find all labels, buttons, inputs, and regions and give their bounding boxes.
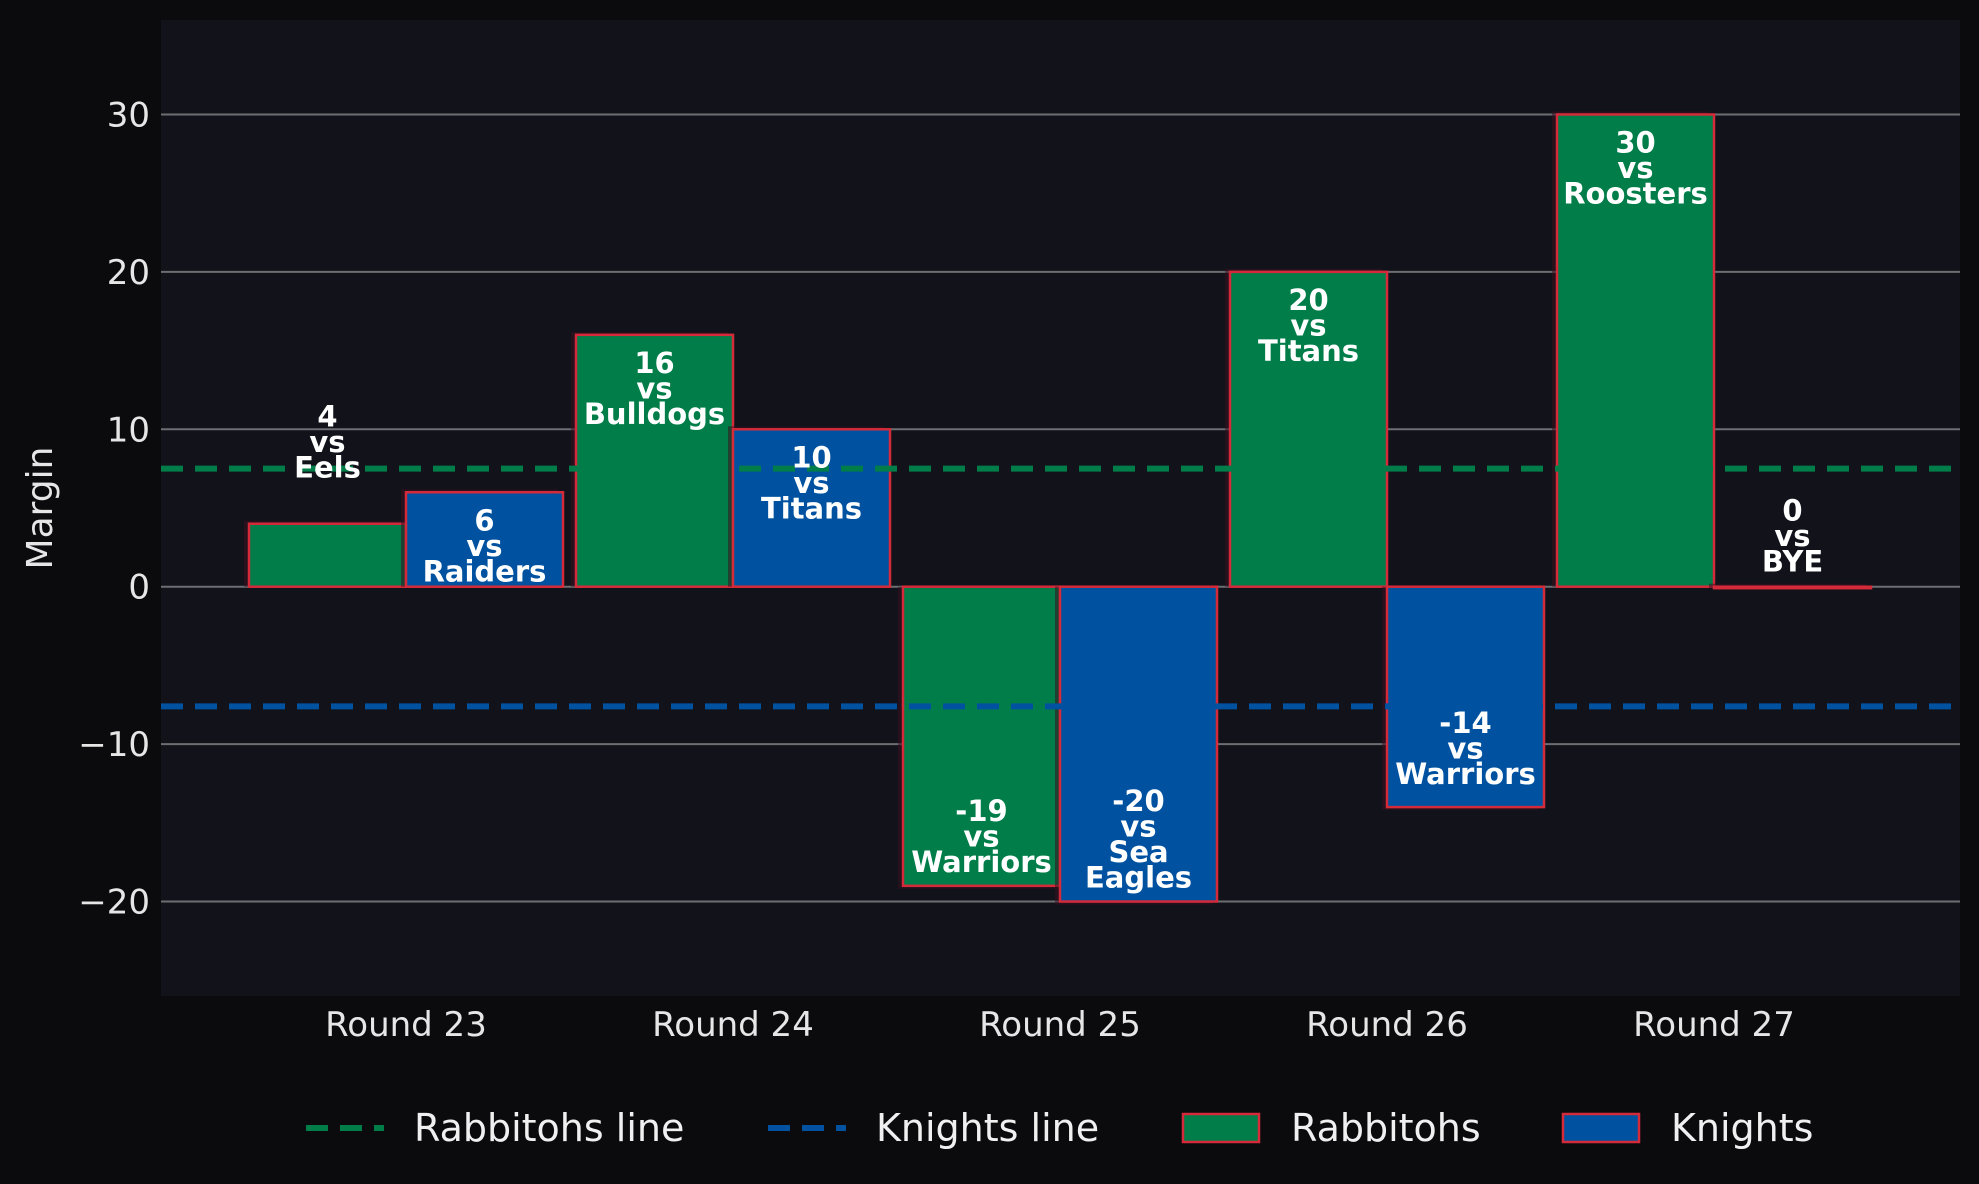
bar-label-line: Bulldogs: [584, 397, 725, 431]
bar-label: -19 vs Warriors: [911, 794, 1052, 879]
legend-label: Knights: [1671, 1106, 1813, 1150]
bar-label-line: vs: [1290, 308, 1326, 342]
bar-label-line: vs: [793, 466, 829, 500]
bar-label-line: Warriors: [1395, 757, 1536, 791]
y-tick-label: 30: [107, 95, 150, 135]
x-tick-label: Round 27: [1633, 1005, 1795, 1045]
bar-label-line: 10: [791, 440, 831, 474]
bar-label-line: 6: [474, 503, 494, 537]
legend: Rabbitohs line Knights line Rabbitohs Knigh…: [306, 1106, 1813, 1150]
bar-label-line: Titans: [761, 491, 862, 525]
bar-rabbitohs-round-26: [1228, 270, 1389, 588]
bar-label-line: Raiders: [423, 554, 547, 588]
y-tick-label: 20: [107, 253, 150, 293]
bar-label: -20 vs Sea Eagles: [1085, 784, 1192, 895]
legend-label: Rabbitohs line: [414, 1106, 684, 1150]
x-tick-label: Round 23: [325, 1005, 487, 1045]
bar-label-line: 0: [1782, 494, 1802, 528]
bar-label-line: Titans: [1258, 334, 1359, 368]
legend-swatch-box: [1181, 1112, 1261, 1144]
bar-label-line: Eagles: [1085, 861, 1192, 895]
bar-knights-round-26: [1385, 585, 1546, 809]
x-tick-label: Round 25: [979, 1005, 1141, 1045]
bar-label-line: 20: [1288, 283, 1328, 317]
bar-label-line: -19: [955, 794, 1007, 828]
bar-knights-round-27: [1712, 585, 1873, 590]
bar-rabbitohs-round-24: [574, 333, 735, 588]
bar-label: 4 vs Eels: [294, 400, 361, 485]
bar-label-line: Eels: [294, 451, 361, 485]
bar-label-line: vs: [636, 371, 672, 405]
bar-label: 0 vs BYE: [1762, 494, 1823, 579]
legend-swatch-box: [1561, 1112, 1641, 1144]
bar-label-line: 30: [1615, 125, 1655, 159]
bar-label: 30 vs Roosters: [1563, 125, 1708, 210]
bar-label-line: Warriors: [911, 845, 1052, 879]
bar-label-line: vs: [466, 529, 502, 563]
legend-label: Knights line: [876, 1106, 1099, 1150]
reference-lines: [161, 465, 1960, 710]
bar-rabbitohs-round-27: [1555, 113, 1716, 588]
x-tick-label: Round 26: [1306, 1005, 1468, 1045]
bar-label: 20 vs Titans: [1258, 283, 1359, 368]
bar-label: 10 vs Titans: [761, 440, 862, 525]
bar-label-line: vs: [1447, 732, 1483, 766]
legend-label: Rabbitohs: [1291, 1106, 1481, 1150]
y-tick-label: −20: [78, 883, 150, 923]
bar-label-line: vs: [309, 425, 345, 459]
y-tick-label: −10: [78, 725, 150, 765]
bar-label-line: vs: [1774, 519, 1810, 553]
bars: [244, 111, 1873, 905]
bar-label: 6 vs Raiders: [423, 503, 547, 588]
bar-rabbitohs-round-25: [901, 585, 1062, 888]
x-axis-ticks: Round 23 Round 24 Round 25 Round 26 Round 27: [325, 1005, 1795, 1045]
bar-knights-round-24: [731, 428, 892, 588]
bar-knights-round-25: [1058, 585, 1219, 903]
bar-label-line: vs: [1617, 151, 1653, 185]
bar-label-line: vs: [1120, 810, 1156, 844]
bar-label-line: BYE: [1762, 545, 1823, 579]
y-tick-label: 0: [128, 568, 150, 608]
bar-rabbitohs-round-23: [247, 522, 408, 588]
y-tick-label: 10: [107, 410, 150, 450]
bar-label-line: 16: [634, 346, 674, 380]
y-axis-ticks: −20 −10 0 10 20 30: [78, 95, 150, 922]
bar-label: -14 vs Warriors: [1395, 706, 1536, 791]
y-axis-label: Margin: [20, 447, 61, 570]
x-tick-label: Round 24: [652, 1005, 814, 1045]
bar-knights-round-23: [404, 491, 565, 588]
bar-label-line: 4: [317, 400, 337, 434]
bar-label-line: -14: [1439, 706, 1491, 740]
bar-label-line: vs: [963, 819, 999, 853]
bar-label: 16 vs Bulldogs: [584, 346, 725, 431]
bar-label-line: Sea: [1108, 835, 1168, 869]
bar-label-line: -20: [1112, 784, 1164, 818]
bar-label-line: Roosters: [1563, 176, 1708, 210]
